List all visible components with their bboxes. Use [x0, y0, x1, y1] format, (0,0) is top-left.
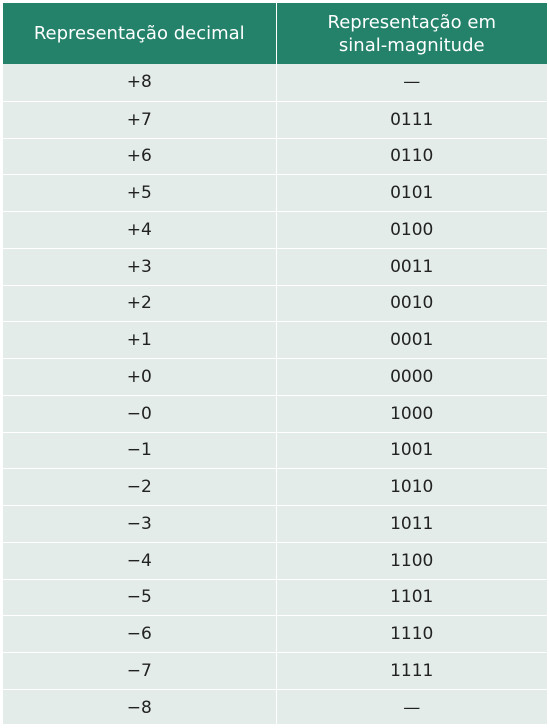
cell-decimal: +4	[126, 219, 152, 240]
cell-decimal: −2	[126, 477, 152, 498]
cell-sign-magnitude: 0000	[275, 359, 548, 395]
cell-decimal: +0	[126, 366, 152, 387]
table-row: −8 —	[3, 688, 548, 726]
cell-sign-magnitude: 0110	[275, 138, 548, 175]
table-row: +8 —	[3, 64, 547, 101]
cell-sign-magnitude: 1110	[275, 616, 548, 652]
table-row: −4 1100	[3, 541, 548, 579]
cell-sign-magnitude: —	[275, 64, 548, 101]
table-body: +8— +7 0111 +6 0110 +5 0101 +4 0100 +3 0011 +2 0010 +…	[3, 64, 547, 726]
cell-decimal: +8	[126, 72, 152, 93]
cell-sign-magnitude: 1100	[275, 542, 548, 579]
cell-sign-magnitude: 1000	[275, 395, 548, 432]
cell-decimal: −4	[126, 550, 152, 571]
table-row: −6 1110	[3, 615, 547, 652]
cell-sign-magnitude: 1001	[275, 432, 548, 469]
cell-decimal: +6	[126, 146, 152, 167]
table-row: −1 1001	[3, 431, 548, 469]
table-row: +0 0000	[3, 358, 547, 395]
table-row: −2 1010	[3, 468, 547, 505]
header-sign-magnitude: Representação em sinal-magnitude	[275, 3, 548, 64]
cell-decimal: −6	[126, 624, 152, 645]
cell-sign-magnitude: —	[275, 689, 548, 726]
table-header: Representação decimal Representação em s…	[3, 3, 547, 64]
table-row: −0 1000	[3, 394, 548, 432]
cell-sign-magnitude: 0101	[275, 175, 548, 211]
header-sign-magnitude-line2: sinal-magnitude	[338, 34, 485, 56]
table-row: +2 0010	[3, 284, 548, 322]
cell-sign-magnitude: 0100	[275, 212, 548, 248]
cell-sign-magnitude: 0011	[275, 248, 548, 285]
header-sign-magnitude-line1: Representação em	[327, 11, 497, 33]
cell-decimal: +1	[126, 330, 152, 351]
table-row: −5 1101	[3, 578, 548, 616]
table-row: +6 0110	[3, 137, 548, 175]
cell-decimal: −0	[126, 403, 152, 424]
cell-sign-magnitude: 1011	[275, 506, 548, 542]
cell-sign-magnitude: 1010	[275, 469, 548, 505]
table-row: +1 0001	[3, 321, 547, 358]
cell-decimal: +5	[126, 183, 152, 204]
cell-decimal: −1	[126, 440, 152, 461]
table-row: −7 1111	[3, 652, 547, 689]
cell-decimal: +2	[126, 293, 152, 314]
cell-decimal: −3	[126, 513, 152, 534]
cell-decimal: +3	[126, 256, 152, 277]
cell-sign-magnitude: 0111	[275, 101, 548, 138]
table-row: +3 0011	[3, 247, 548, 285]
table-row: −3 1011	[3, 505, 547, 542]
cell-sign-magnitude: 1111	[275, 653, 548, 689]
cell-decimal: −7	[126, 660, 152, 681]
cell-sign-magnitude: 0010	[275, 285, 548, 322]
cell-sign-magnitude: 1101	[275, 579, 548, 616]
header-decimal: Representação decimal	[33, 23, 245, 44]
cell-sign-magnitude: 0001	[275, 322, 548, 358]
cell-decimal: −5	[126, 587, 152, 608]
sign-magnitude-table: Representação decimal Representação em s…	[3, 3, 547, 726]
cell-decimal: −8	[126, 697, 152, 718]
table-row: +7 0111	[3, 100, 548, 138]
table-row: +4 0100	[3, 211, 547, 248]
table-row: +5 0101	[3, 174, 547, 211]
cell-decimal: +7	[126, 109, 152, 130]
